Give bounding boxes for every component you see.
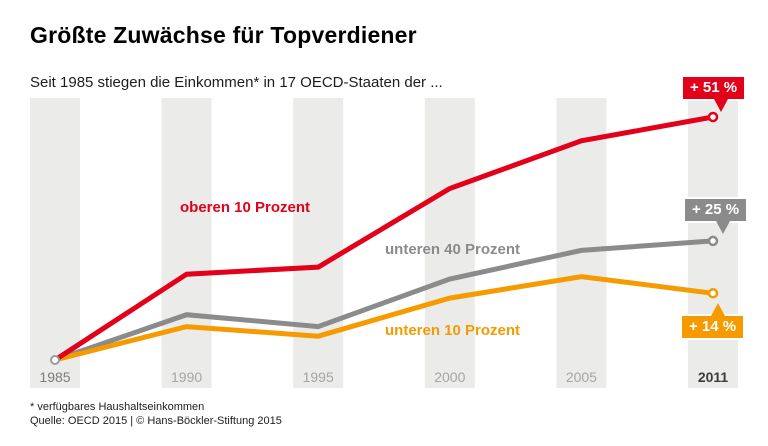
- x-tick-1990: 1990: [171, 369, 203, 385]
- x-tick-1995: 1995: [302, 369, 334, 385]
- line-top-10-percent: [53, 114, 714, 363]
- start-point-marker: [50, 355, 60, 365]
- source-line: Quelle: OECD 2015 | © Hans-Böckler-Stift…: [30, 415, 282, 427]
- subtitle: Seit 1985 stiegen die Einkommen* in 17 O…: [30, 74, 443, 91]
- bubble-tail-down-icon: [716, 221, 731, 234]
- end-point-marker-line-bottom-10-percent: [707, 288, 719, 299]
- page-title: Größte Zuwächse für Topverdiener: [30, 22, 417, 48]
- x-tick-1985: 1985: [39, 369, 71, 385]
- x-tick-2000: 2000: [434, 369, 466, 385]
- bubble-tail-up-icon: [711, 303, 726, 316]
- value-bubble-top-10-percent: + 51 %: [681, 75, 747, 112]
- year-band-2000: [424, 98, 475, 388]
- value-bubble-bottom-40-text: + 25 %: [692, 201, 740, 218]
- series-label-top-10-percent: oberen 10 Prozent: [180, 199, 311, 216]
- year-band-1985: [30, 98, 80, 388]
- series-label-bottom-10-percent: unteren 10 Prozent: [385, 322, 521, 339]
- bubble-tail-down-icon: [714, 99, 729, 112]
- end-point-marker-line-bottom-40-percent: [707, 235, 719, 247]
- value-bubble-bottom-10-text: + 14 %: [689, 318, 737, 335]
- series-label-bottom-40-percent: unteren 40 Prozent: [385, 241, 521, 258]
- value-bubble-bottom-40-percent: + 25 %: [683, 197, 749, 234]
- x-tick-2011: 2011: [697, 369, 729, 385]
- footer: * verfügbares Haushaltseinkommen Quelle:…: [30, 400, 282, 428]
- footnote: * verfügbares Haushaltseinkommen: [30, 401, 205, 413]
- year-band-1995: [293, 98, 344, 388]
- line-bottom-40-percent: [54, 238, 714, 363]
- line-bottom-10-percent: [54, 274, 714, 363]
- year-band-1990: [161, 98, 212, 388]
- x-tick-2005: 2005: [565, 369, 597, 385]
- value-bubble-bottom-10-percent: + 14 %: [680, 303, 746, 340]
- value-bubble-top-10-text: + 51 %: [690, 79, 738, 96]
- end-point-marker-line-top-10-percent: [707, 111, 719, 123]
